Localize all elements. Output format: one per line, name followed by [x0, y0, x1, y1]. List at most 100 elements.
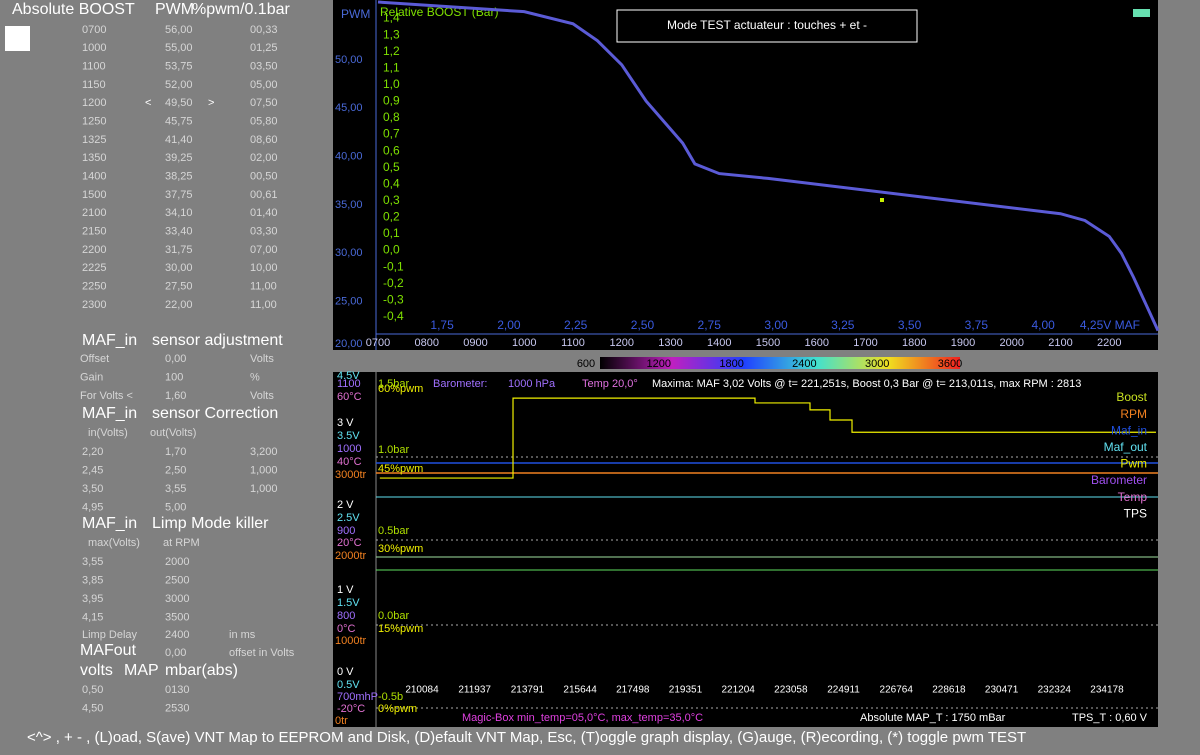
scale-label: 0tr [335, 715, 348, 727]
table-cell: 37,75 [165, 189, 193, 201]
y-tick-label: 35,00 [335, 199, 363, 211]
legend-entry: Boost [1116, 390, 1147, 404]
table-cell: 2250 [82, 281, 106, 293]
table-cell: 33,40 [165, 226, 193, 238]
mode-text: Mode TEST actuateur : touches + et - [667, 18, 867, 32]
table-cell: Gain [80, 371, 103, 383]
table-header: out(Volts) [150, 427, 196, 439]
table-cell: 0130 [165, 684, 189, 696]
scale-label: 700mhP [337, 691, 378, 703]
table-header: in(Volts) [88, 427, 128, 439]
table-cell: 1,000 [250, 483, 278, 495]
table-cell: 27,50 [165, 281, 193, 293]
table-cell: 00,61 [250, 189, 278, 201]
table-cell: 2200 [82, 244, 106, 256]
x2-tick-label: 3,00 [764, 318, 788, 332]
table-cell: 1350 [82, 152, 106, 164]
x-tick-label: 210084 [405, 685, 439, 696]
y-tick-label: 45%pwm [378, 463, 423, 475]
x2-tick-label: 3,50 [898, 318, 922, 332]
table-cell: 1,60 [165, 390, 186, 402]
table-cell: 0,00 [165, 353, 186, 365]
y-tick-label: 15%pwm [378, 623, 423, 635]
table-cell: 3500 [165, 611, 189, 623]
scale-label: 2 V [337, 499, 354, 511]
scale-label: 1000tr [335, 635, 367, 647]
section-title: sensor adjustment [152, 332, 283, 349]
table-cell: 00,50 [250, 171, 278, 183]
table-cell: For Volts < [80, 390, 133, 402]
y2-tick-label: -0,1 [383, 259, 404, 273]
y-tick-label: 30,00 [335, 247, 363, 259]
x2-tick-label: 2,50 [631, 318, 655, 332]
table-cell: 2400 [165, 629, 189, 641]
table-header: max(Volts) [88, 537, 140, 549]
x-tick-label: 234178 [1090, 685, 1124, 696]
table-cell: 2150 [82, 226, 106, 238]
x-tick-label: 1900 [951, 337, 975, 349]
scale-label: 0.0bar [378, 610, 410, 622]
y2-tick-label: -0,3 [383, 292, 404, 306]
legend-entry: Pwm [1120, 457, 1147, 471]
table-cell: 31,75 [165, 244, 193, 256]
selector: < [145, 97, 151, 109]
scale-label: 2000tr [335, 550, 367, 562]
chart-header: Barometer: [433, 378, 487, 390]
scale-label: 3000tr [335, 469, 367, 481]
table-cell: 100 [165, 371, 183, 383]
table-cell: 2300 [82, 299, 106, 311]
table-cell: 5,00 [165, 501, 186, 513]
table-header: PWM [155, 1, 194, 18]
x-tick-label: 1200 [610, 337, 634, 349]
table-cell: 3,55 [165, 483, 186, 495]
colorbar-label: 600 [577, 358, 595, 370]
chart-header: Temp 20,0° [582, 378, 638, 390]
x-tick-label: 1700 [853, 337, 877, 349]
pwm-curve [377, 0, 1160, 332]
scale-label: 0°C [337, 623, 356, 635]
table-cell: Volts [250, 390, 274, 402]
table-cell: 34,10 [165, 207, 193, 219]
table-cell: 2100 [82, 207, 106, 219]
x2-tick-label: 1,75 [430, 318, 454, 332]
table-cell: 03,50 [250, 61, 278, 73]
x-tick-label: 211937 [458, 685, 491, 696]
table-cell: Offset [80, 353, 109, 365]
table-cell: 2,50 [165, 464, 186, 476]
table-cell: 1400 [82, 171, 106, 183]
table-cell: 2225 [82, 262, 106, 274]
table-cell: 3,200 [250, 446, 278, 458]
table-cell: 2500 [165, 574, 189, 586]
scale-label: 1100 [337, 378, 361, 390]
table-header: at RPM [163, 537, 200, 549]
x-tick-label: 2100 [1048, 337, 1072, 349]
y2-tick-label: 0,3 [383, 193, 400, 207]
x-tick-label: 2200 [1097, 337, 1121, 349]
y-tick-label: 40,00 [335, 151, 363, 163]
scale-label: 2.5V [337, 512, 360, 524]
table-cell: 4,50 [82, 702, 103, 714]
table-cell: 2,20 [82, 446, 103, 458]
table-cell: 49,50 [165, 97, 193, 109]
x-tick-label: 226764 [880, 685, 914, 696]
section-title: MAF_in [82, 332, 137, 349]
scale-label: 1000 [337, 443, 361, 455]
x2-tick-label: 3,75 [965, 318, 989, 332]
table-cell: 2000 [165, 556, 189, 568]
table-cell: 11,00 [250, 299, 277, 311]
table-cell: 22,00 [165, 299, 193, 311]
x2-tick-label: 2,00 [497, 318, 521, 332]
table-cell: 01,25 [250, 42, 278, 54]
table-cell: 3,95 [82, 593, 103, 605]
scale-label: 1.5bar [378, 378, 410, 390]
table-cell: 05,80 [250, 116, 278, 128]
table-cell: % [250, 371, 260, 383]
table-cell: 11,00 [250, 281, 277, 293]
table-cell: 30,00 [165, 262, 193, 274]
colorbar-label: 2400 [792, 358, 816, 370]
y-axis-label: PWM [341, 7, 370, 21]
scale-label: 4.5V [337, 370, 360, 382]
x-tick-label: 224911 [827, 685, 860, 696]
scale-label: 1.0bar [378, 444, 410, 456]
